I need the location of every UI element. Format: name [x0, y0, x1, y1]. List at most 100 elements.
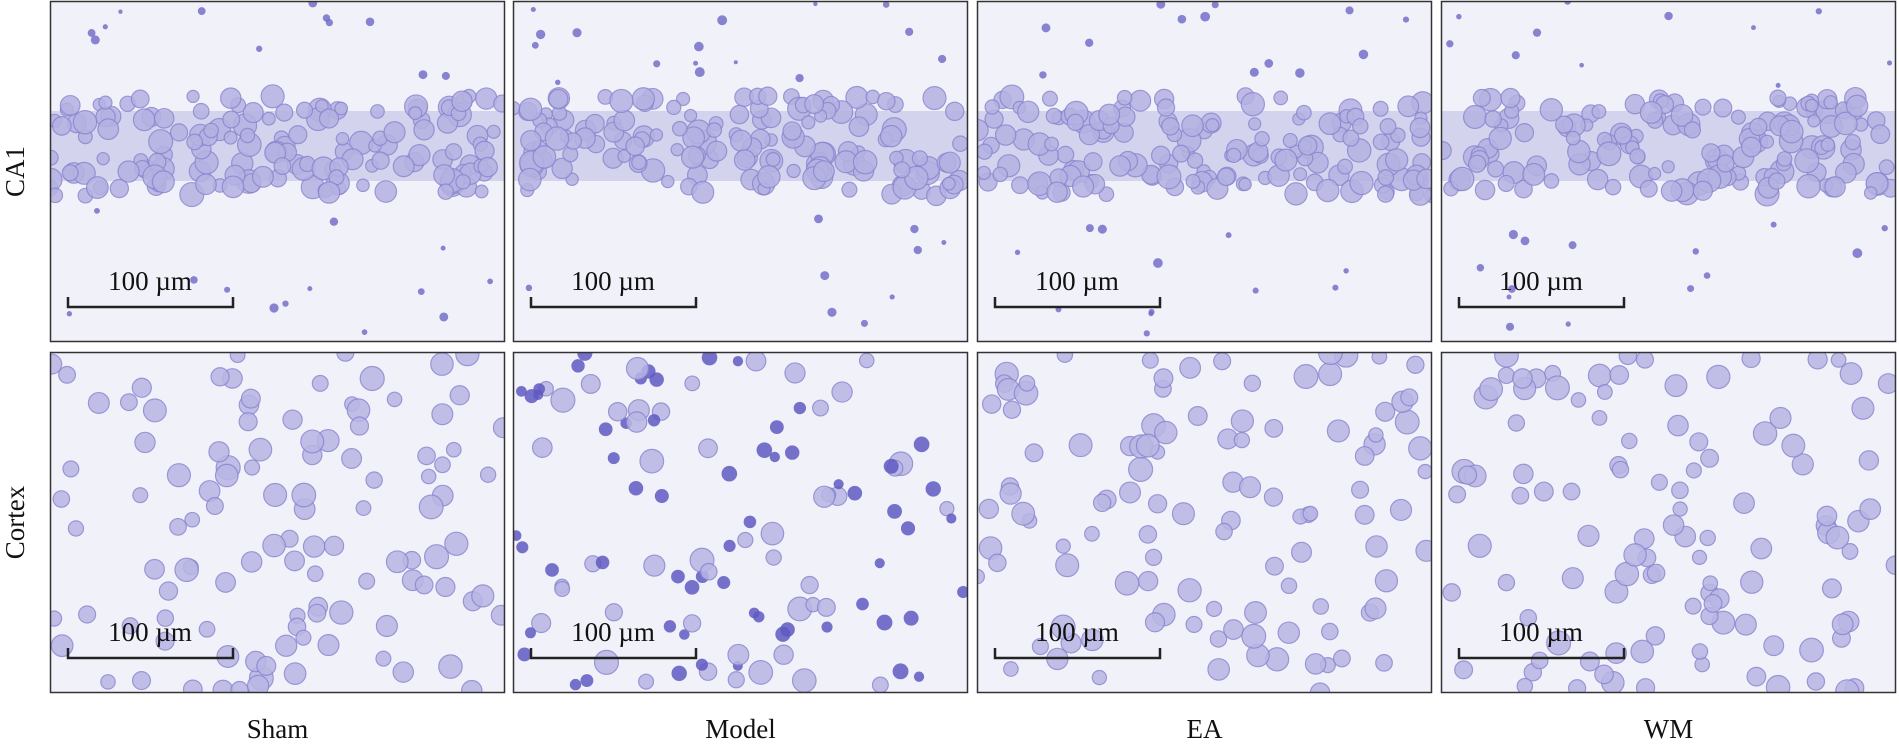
glia: [269, 303, 279, 313]
panel-border: [49, 0, 506, 343]
neuron: [1109, 155, 1131, 177]
neuron: [682, 614, 702, 633]
neuron: [341, 448, 363, 469]
neuron: [214, 463, 239, 488]
glia: [1446, 40, 1454, 48]
neuron: [812, 160, 835, 183]
neuron: [223, 130, 238, 145]
neuron: [1128, 456, 1154, 482]
neuron: [1684, 597, 1702, 615]
neuron: [1699, 529, 1716, 547]
neuron: [1749, 117, 1768, 137]
neuron: [1055, 538, 1071, 554]
neuron: [479, 466, 497, 483]
neuron: [1804, 98, 1819, 113]
neuron: [649, 128, 664, 142]
neuron: [151, 170, 175, 194]
neuron: [1352, 117, 1369, 135]
tissue: [1441, 1, 1896, 342]
neuron: [765, 152, 781, 167]
neuron: [132, 487, 149, 504]
neuron: [1243, 374, 1262, 392]
neuron: [1296, 104, 1312, 121]
neuron: [492, 417, 505, 439]
column-label: Sham: [247, 714, 309, 744]
neuron: [628, 480, 644, 496]
neuron: [291, 482, 317, 508]
neuron: [1114, 571, 1140, 596]
neuron: [1092, 493, 1112, 513]
neuron: [1280, 577, 1298, 595]
neuron: [617, 149, 631, 164]
neuron: [1689, 432, 1709, 452]
neuron: [978, 498, 999, 520]
neuron: [230, 680, 249, 693]
neuron: [1759, 134, 1775, 149]
neuron: [433, 164, 456, 187]
scale-bar: [1457, 297, 1626, 309]
neuron: [1181, 114, 1204, 138]
neuron: [1806, 672, 1826, 691]
neuron: [756, 442, 773, 458]
neuron: [1685, 462, 1702, 479]
neuron: [131, 377, 152, 398]
neuron: [1613, 126, 1633, 145]
glia: [860, 319, 868, 327]
neuron: [1129, 89, 1152, 112]
neuron: [585, 113, 605, 134]
neuron: [939, 501, 955, 517]
neuron: [841, 181, 858, 198]
neuron: [1516, 677, 1534, 693]
neuron: [169, 123, 189, 142]
neuron: [1474, 179, 1496, 201]
neuron: [273, 157, 292, 175]
neuron: [284, 550, 305, 572]
column-label: EA: [1187, 714, 1223, 744]
neuron: [649, 372, 664, 387]
neuron: [701, 352, 718, 366]
neuron: [1740, 570, 1764, 594]
glia: [531, 41, 539, 49]
neuron: [1769, 406, 1792, 430]
glia: [555, 79, 561, 86]
neuron: [420, 468, 437, 485]
neuron: [647, 414, 661, 427]
neuron: [607, 452, 620, 465]
neuron: [408, 106, 423, 121]
glia: [1014, 249, 1021, 256]
neuron: [1293, 364, 1319, 389]
glia: [1886, 60, 1893, 66]
neuron: [1055, 553, 1080, 578]
neuron: [329, 600, 354, 625]
neuron: [58, 365, 76, 384]
neuron: [349, 416, 370, 436]
neuron: [1645, 626, 1666, 646]
neuron: [215, 571, 236, 593]
neuron: [430, 352, 454, 376]
neuron: [727, 643, 750, 666]
neuron: [1368, 427, 1384, 443]
neuron: [203, 122, 219, 139]
glia: [913, 245, 922, 255]
neuron: [666, 99, 682, 116]
neuron: [1098, 103, 1121, 126]
neuron: [1442, 583, 1461, 602]
neuron: [729, 104, 750, 125]
neuron: [1290, 541, 1313, 563]
neuron: [883, 458, 899, 474]
neuron: [295, 101, 314, 119]
neuron: [758, 86, 778, 106]
scale-bar-label: 100 µm: [571, 617, 655, 647]
neuron: [1297, 135, 1318, 156]
glia: [1211, 1, 1219, 9]
neuron: [1302, 505, 1319, 522]
neuron: [1274, 148, 1298, 172]
micrograph-panel: 100 µm: [976, 0, 1433, 343]
neuron: [1216, 167, 1236, 187]
neuron: [383, 121, 406, 144]
neuron: [1691, 549, 1708, 565]
neuron: [1821, 578, 1842, 599]
glia: [1264, 59, 1274, 68]
neuron: [876, 614, 893, 631]
neuron: [1567, 679, 1587, 693]
